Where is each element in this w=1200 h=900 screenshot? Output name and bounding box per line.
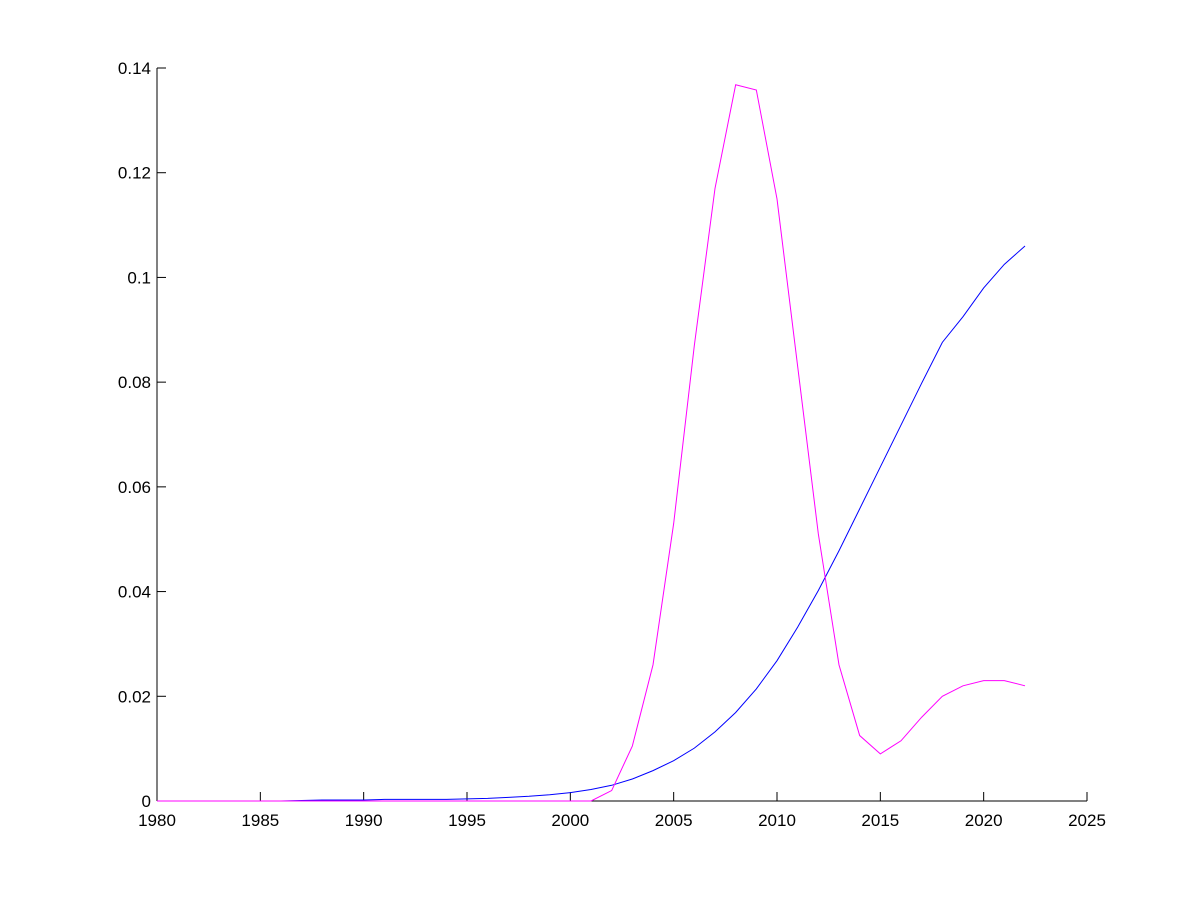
x-tick-label: 2010	[758, 811, 796, 830]
x-tick-label: 2000	[551, 811, 589, 830]
y-tick-label: 0.02	[118, 687, 151, 706]
y-tick-label: 0.12	[118, 164, 151, 183]
x-tick-label: 2020	[965, 811, 1003, 830]
x-tick-label: 1995	[448, 811, 486, 830]
x-tick-label: 1980	[138, 811, 176, 830]
y-tick-label: 0	[142, 792, 151, 811]
series-line	[157, 84, 1026, 802]
x-tick-label: 2015	[861, 811, 899, 830]
x-tick-label: 1985	[241, 811, 279, 830]
x-tick-label: 2005	[655, 811, 693, 830]
y-tick-label: 0.08	[118, 373, 151, 392]
y-tick-label: 0.06	[118, 478, 151, 497]
y-tick-label: 0.04	[118, 583, 151, 602]
y-tick-label: 0.14	[118, 59, 151, 78]
series-line	[157, 245, 1026, 802]
x-tick-label: 1990	[345, 811, 383, 830]
y-tick-label: 0.1	[127, 268, 151, 287]
x-tick-label: 2025	[1068, 811, 1106, 830]
